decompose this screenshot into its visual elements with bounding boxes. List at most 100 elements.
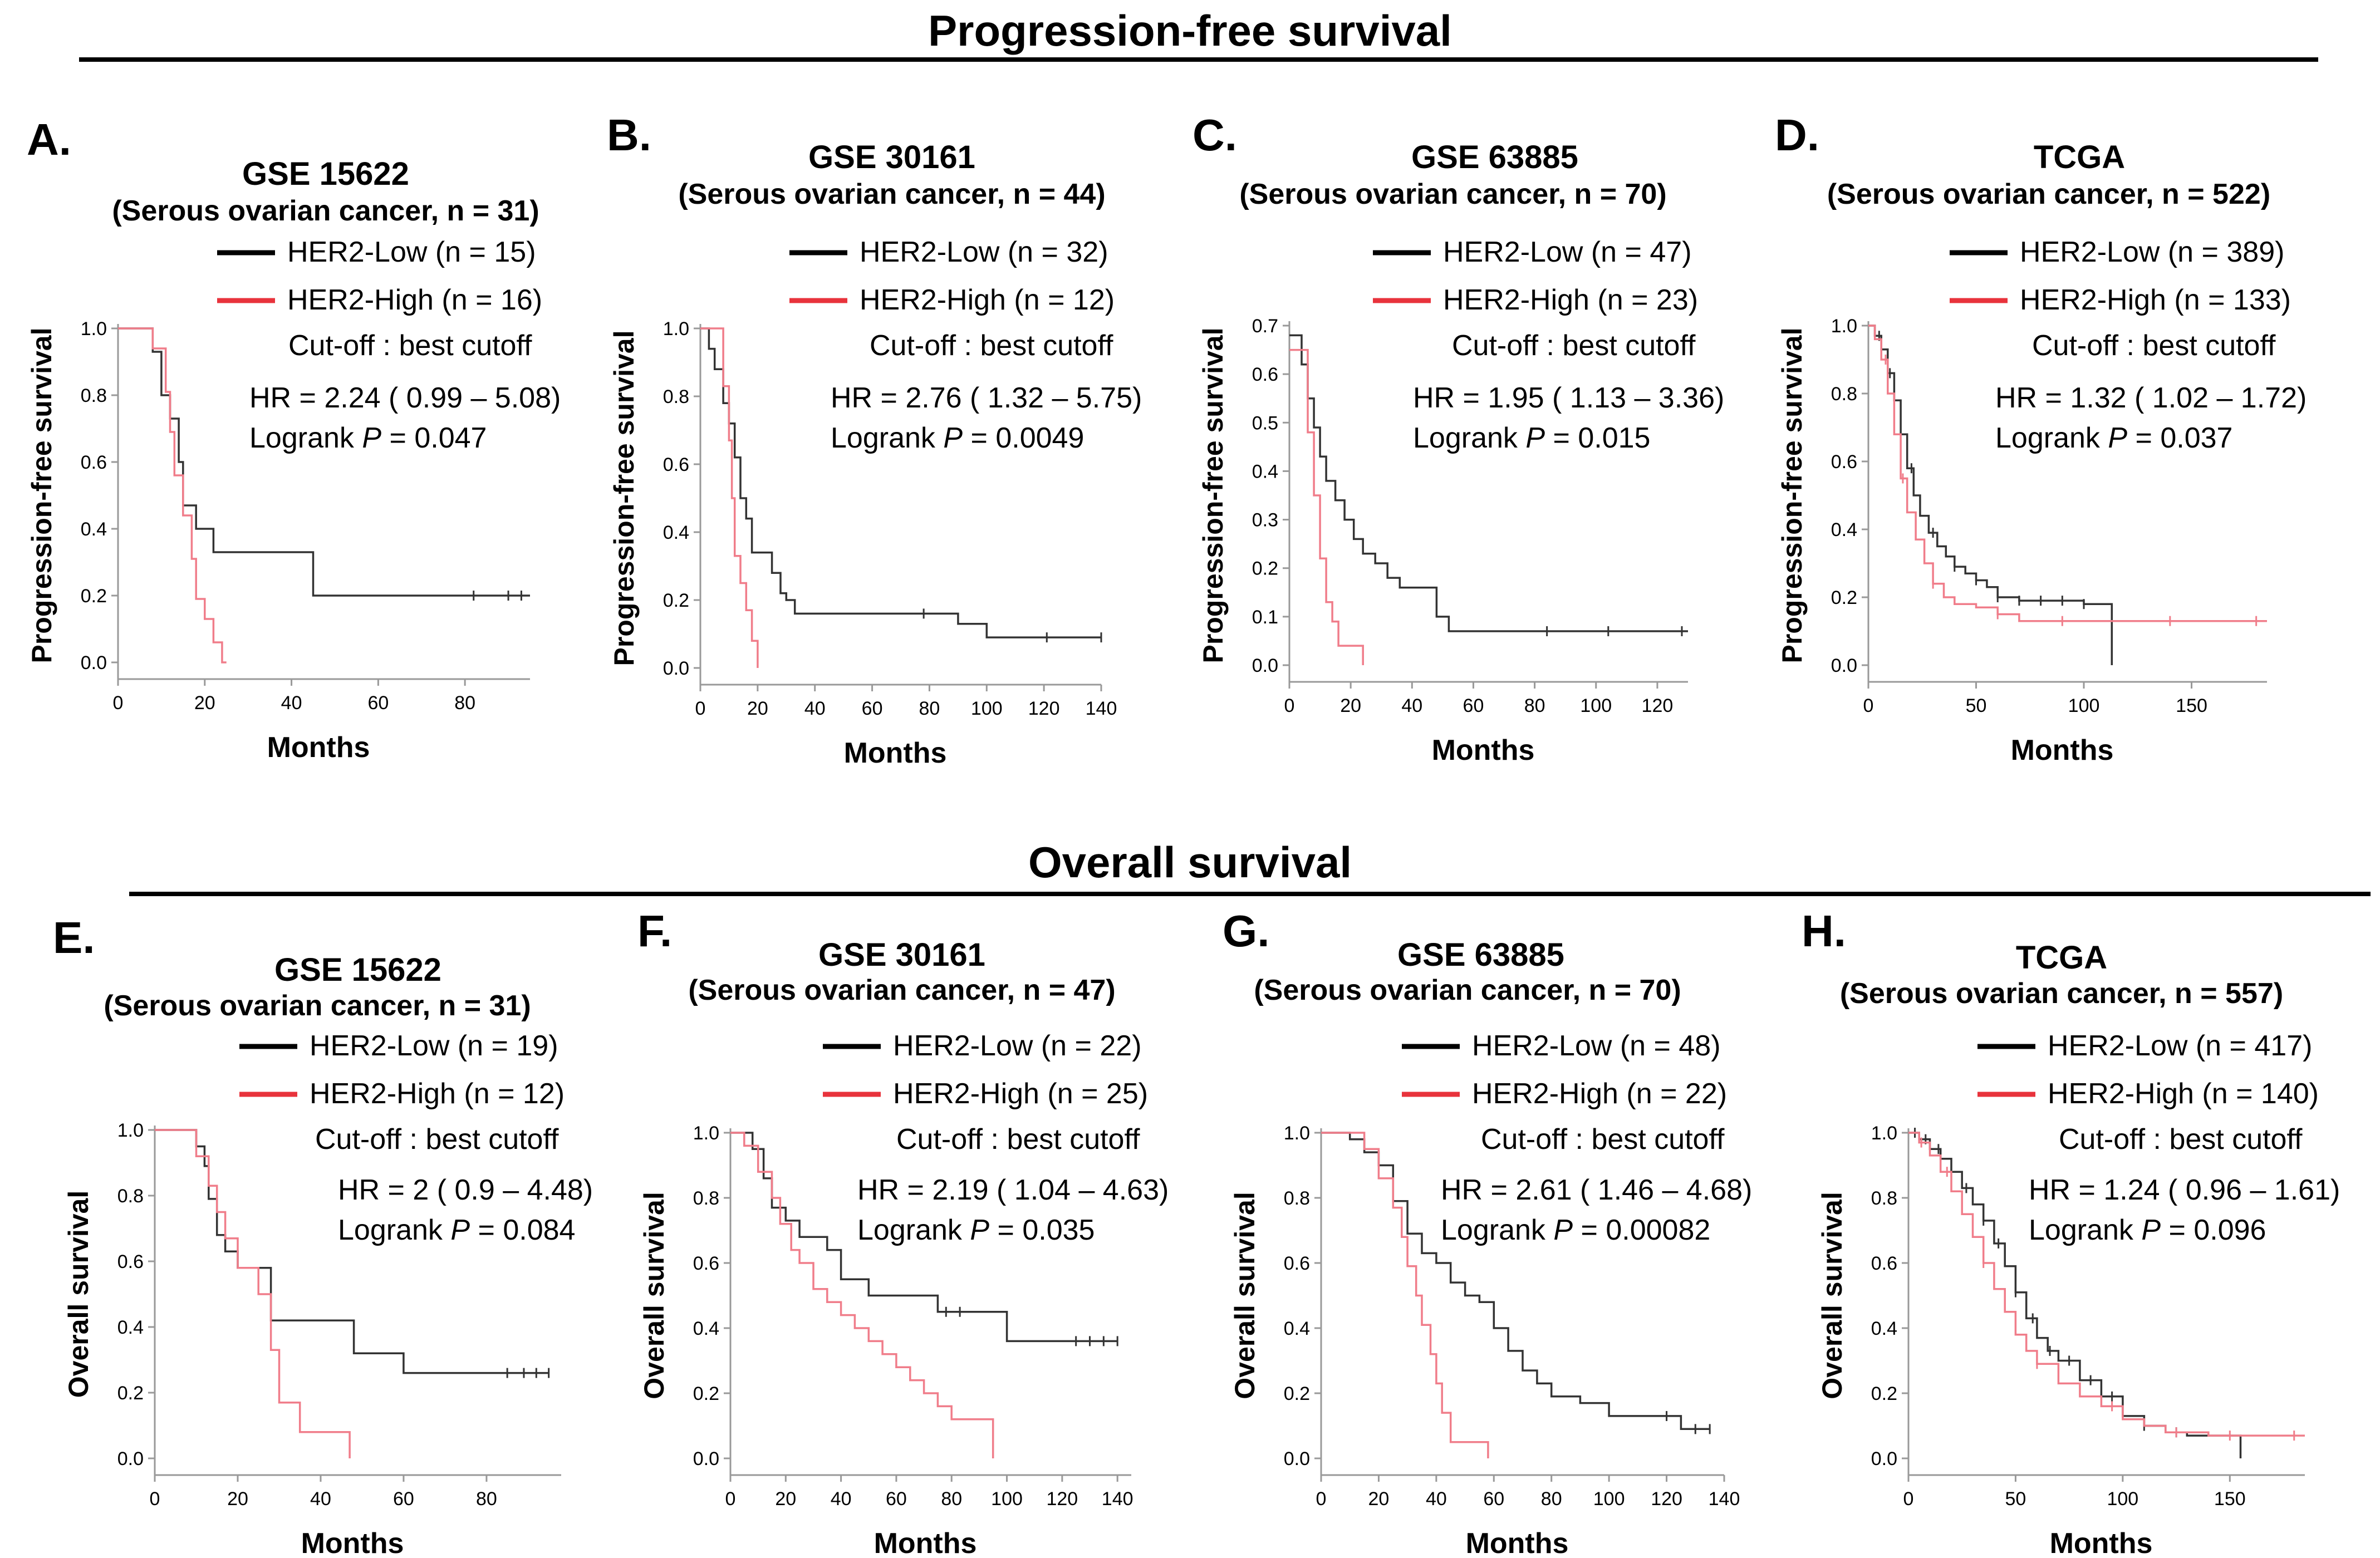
x-tick-label: 150 (2176, 695, 2207, 716)
curve-her2-high (1868, 325, 2267, 622)
panel-letter: E. (53, 913, 95, 962)
x-tick-label: 80 (454, 692, 475, 714)
logrank-p-symbol: P (1525, 422, 1545, 454)
x-tick-label: 150 (2214, 1488, 2246, 1510)
logrank-p-symbol: P (362, 422, 381, 454)
y-tick-label: 0.8 (117, 1186, 144, 1207)
x-tick-label: 100 (1580, 695, 1612, 716)
logrank-p-symbol: P (970, 1214, 989, 1246)
logrank-p-symbol: P (2141, 1214, 2161, 1246)
logrank-p-value: = 0.047 (381, 422, 487, 454)
panel-subtitle: (Serous ovarian cancer, n = 31) (112, 195, 539, 227)
x-tick-label: 0 (113, 692, 124, 714)
y-tick-label: 0.6 (1871, 1253, 1897, 1274)
curve-her2-high (730, 1132, 994, 1458)
y-tick-label: 0.8 (81, 385, 107, 406)
os-section-rule (129, 892, 2371, 896)
legend-cutoff-label: Cut-off : best cutoff (870, 330, 1113, 362)
y-tick-label: 0.0 (117, 1448, 144, 1469)
panel-dataset-title: GSE 15622 (242, 156, 409, 192)
y-tick-label: 0.2 (1252, 558, 1278, 579)
panel-letter: D. (1775, 110, 1819, 160)
x-tick-label: 100 (1593, 1488, 1625, 1510)
panel-subtitle: (Serous ovarian cancer, n = 522) (1827, 178, 2270, 210)
x-tick-label: 40 (1401, 695, 1422, 716)
panel-subtitle: (Serous ovarian cancer, n = 47) (688, 974, 1115, 1006)
logrank-p-value: = 0.015 (1545, 422, 1650, 454)
panel-letter: B. (607, 110, 651, 160)
panel-dataset-title: TCGA (2016, 940, 2107, 976)
y-axis-label: Overall survival (63, 1191, 94, 1398)
legend-label-low: HER2-Low (n = 47) (1443, 236, 1692, 268)
y-tick-label: 0.4 (81, 519, 107, 540)
logrank-p-text: Logrank P = 0.035 (857, 1214, 1095, 1246)
curve-her2-low (155, 1129, 549, 1374)
hazard-ratio-text: HR = 2.24 ( 0.99 – 5.08) (249, 382, 561, 414)
y-tick-label: 0.6 (1284, 1253, 1310, 1274)
y-tick-label: 0.0 (1284, 1448, 1310, 1469)
y-axis-label: Overall survival (639, 1192, 670, 1399)
pfs-section-rule (79, 57, 2318, 62)
panel-letter: G. (1223, 906, 1269, 956)
legend-label-low: HER2-Low (n = 48) (1472, 1030, 1721, 1062)
y-axis-label: Overall survival (1817, 1192, 1848, 1399)
y-axis-label: Progression-free survival (26, 327, 57, 663)
x-tick-label: 0 (1903, 1488, 1914, 1510)
x-tick-label: 40 (310, 1488, 331, 1510)
x-tick-label: 100 (2107, 1488, 2138, 1510)
x-tick-label: 60 (886, 1488, 907, 1510)
y-tick-label: 0.6 (1252, 364, 1278, 385)
x-tick-label: 120 (1651, 1488, 1682, 1510)
panel-dataset-title: GSE 30161 (808, 139, 975, 175)
legend-label-high: HER2-High (n = 12) (310, 1078, 565, 1110)
y-tick-label: 0.8 (663, 386, 689, 407)
y-axis-label: Progression-free survival (1198, 327, 1229, 663)
y-tick-label: 0.2 (1871, 1383, 1897, 1404)
curve-her2-high (1321, 1132, 1489, 1458)
logrank-prefix: Logrank (857, 1214, 970, 1246)
y-axis-label: Progression-free survival (1777, 327, 1808, 663)
panel-dataset-title: GSE 30161 (818, 937, 985, 973)
x-tick-label: 120 (1046, 1488, 1078, 1510)
logrank-p-value: = 0.00082 (1573, 1214, 1710, 1246)
x-axis-label: Months (2050, 1527, 2153, 1558)
x-tick-label: 60 (393, 1488, 414, 1510)
y-tick-label: 0.4 (693, 1318, 719, 1339)
panel-dataset-title: GSE 63885 (1411, 139, 1578, 175)
x-tick-label: 0 (1284, 695, 1295, 716)
legend-label-high: HER2-High (n = 12) (860, 284, 1115, 316)
y-tick-label: 1.0 (1284, 1123, 1310, 1144)
panel-subtitle: (Serous ovarian cancer, n = 31) (104, 990, 531, 1022)
x-tick-label: 20 (747, 698, 768, 719)
y-tick-label: 0.2 (117, 1383, 144, 1404)
km-panel-c: C. GSE 63885(Serous ovarian cancer, n = 7… (1193, 110, 1724, 766)
legend-cutoff-label: Cut-off : best cutoff (288, 330, 532, 362)
curve-her2-high (700, 327, 759, 668)
x-tick-label: 60 (367, 692, 389, 714)
x-axis-label: Months (1466, 1527, 1569, 1558)
x-tick-label: 40 (831, 1488, 852, 1510)
y-tick-label: 1.0 (663, 318, 689, 340)
x-tick-label: 0 (725, 1488, 736, 1510)
logrank-p-text: Logrank P = 0.015 (1413, 422, 1650, 454)
y-tick-label: 1.0 (693, 1123, 719, 1144)
x-tick-label: 20 (1368, 1488, 1390, 1510)
os-section-title: Overall survival (1028, 838, 1352, 887)
x-tick-label: 20 (775, 1488, 796, 1510)
curve-her2-low (1868, 325, 2113, 665)
y-tick-label: 1.0 (117, 1120, 144, 1141)
y-tick-label: 0.0 (81, 652, 107, 674)
y-tick-label: 0.6 (81, 452, 107, 473)
x-axis-label: Months (874, 1527, 977, 1558)
x-tick-label: 0 (695, 698, 706, 719)
y-axis-label: Progression-free survival (609, 330, 640, 666)
x-tick-label: 120 (1642, 695, 1674, 716)
x-tick-label: 0 (1316, 1488, 1327, 1510)
logrank-p-value: = 0.037 (2127, 422, 2232, 454)
logrank-p-value: = 0.096 (2161, 1214, 2266, 1246)
x-tick-label: 60 (1463, 695, 1484, 716)
x-tick-label: 20 (1340, 695, 1361, 716)
y-tick-label: 0.6 (693, 1253, 719, 1274)
